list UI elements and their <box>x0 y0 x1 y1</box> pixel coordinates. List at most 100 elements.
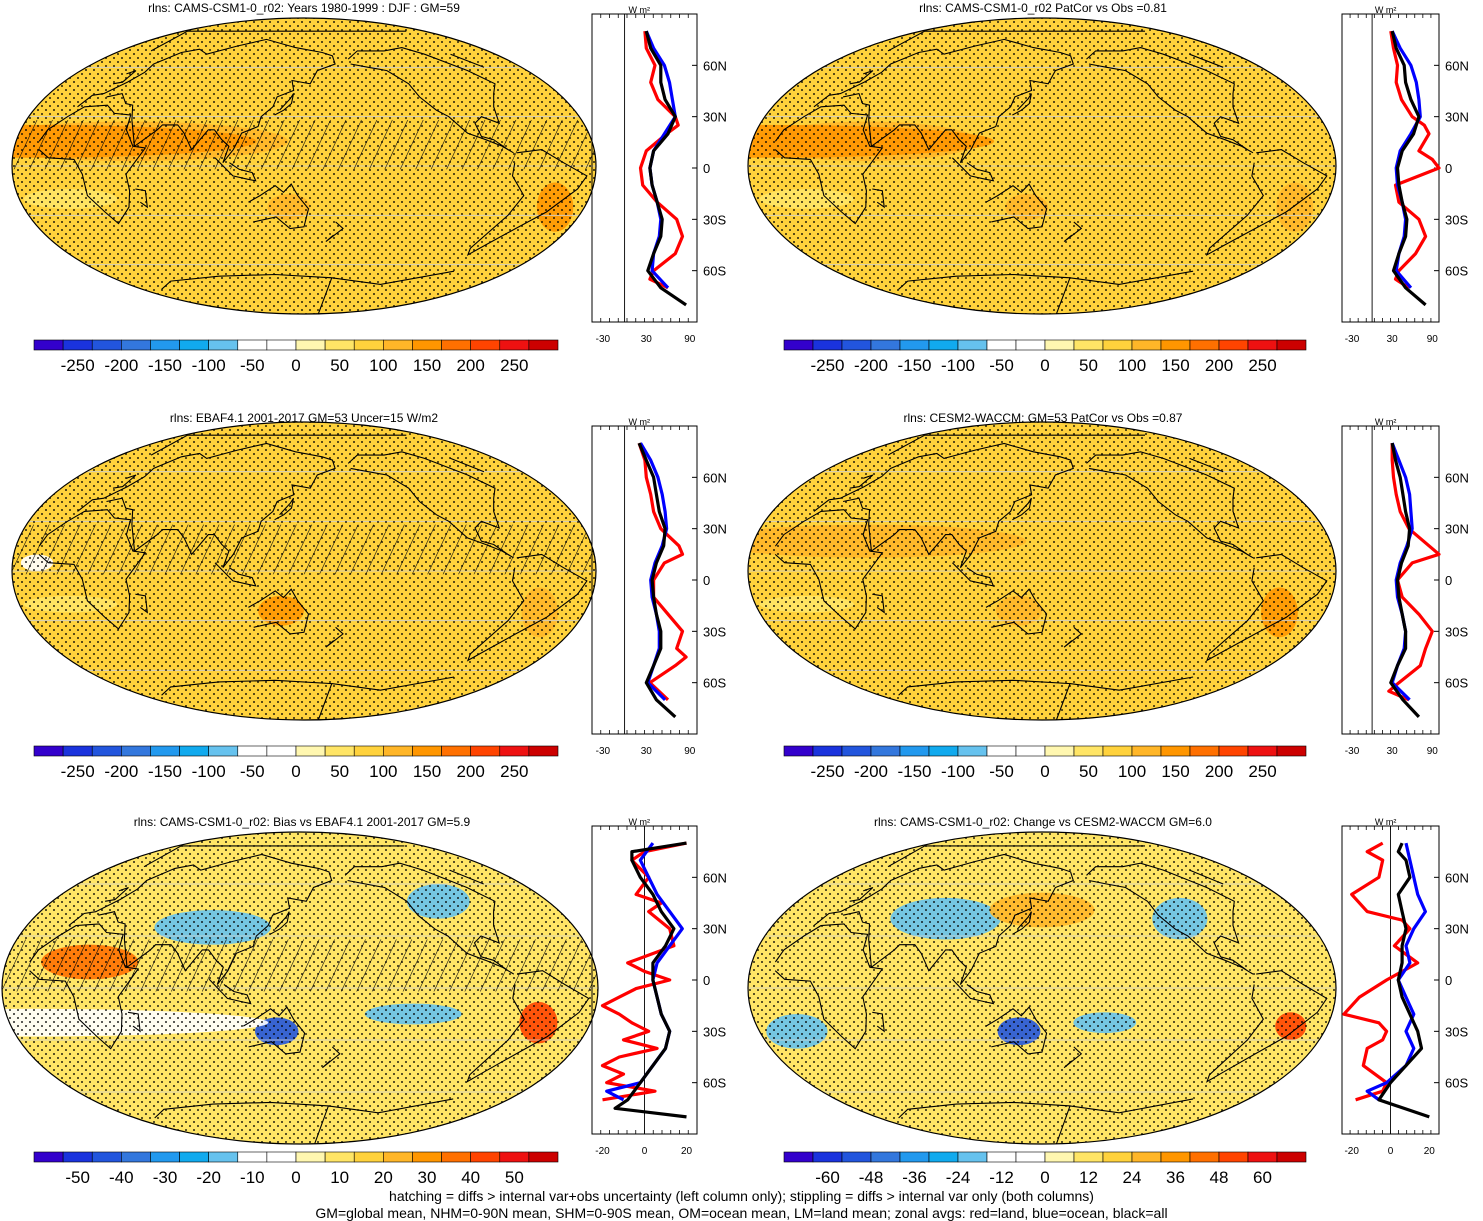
colorbar-swatch <box>237 1151 268 1163</box>
colorbar-swatch <box>1160 1151 1191 1163</box>
colorbar-swatch <box>441 1151 471 1163</box>
profile-xtick-label: -30 <box>596 334 611 345</box>
colorbar-swatch <box>957 1151 988 1163</box>
colorbar-swatch <box>208 745 239 757</box>
colorbar-swatch <box>1131 745 1162 757</box>
colorbar-swatch <box>1073 339 1104 351</box>
profile-ytick-label: 60S <box>703 676 726 691</box>
hatching <box>2 939 598 992</box>
colorbar-swatch <box>1247 745 1278 757</box>
profile-ytick-label: 60S <box>703 1076 726 1091</box>
colorbar-swatch <box>928 339 959 351</box>
colorbar-swatch <box>470 339 501 351</box>
profile-xtick-label: 30 <box>1387 334 1399 345</box>
colorbar-swatch <box>266 1151 297 1163</box>
colorbar-tick-label: 150 <box>413 356 441 375</box>
colorbar-swatch <box>899 339 930 351</box>
colorbar-swatch <box>179 745 209 757</box>
profile-ytick-label: 0 <box>1445 973 1452 988</box>
colorbar-swatch <box>383 745 413 757</box>
colorbar-tick-label: -200 <box>104 762 138 781</box>
colorbar-swatch <box>957 745 988 757</box>
colorbar-tick-label: 0 <box>1040 1168 1049 1187</box>
profile-series-land <box>600 841 687 1102</box>
profile-series-all <box>644 30 687 307</box>
zonal-profile: W m² 60N 30N 0 30S 60S -20 0 20 <box>591 817 727 1157</box>
colorbar-tick-label: -100 <box>192 356 226 375</box>
colorbar-tick-label: 48 <box>1210 1168 1229 1187</box>
colorbar-swatch <box>1015 745 1046 757</box>
profile-unit-label: W m² <box>1375 5 1397 15</box>
profile-series-land <box>1342 841 1420 1102</box>
profile-ytick-label: 0 <box>1445 161 1452 176</box>
profile-ytick-label: 30N <box>703 110 727 125</box>
profile-ytick-label: 60S <box>1445 1076 1468 1091</box>
colorbar-tick-label: -60 <box>815 1168 840 1187</box>
colorbar-swatch <box>441 339 471 351</box>
profile-series-all <box>1377 842 1430 1119</box>
colorbar-swatch <box>62 1151 93 1163</box>
map-title: rlns: CAMS-CSM1-0_r02: Bias vs EBAF4.1 2… <box>134 815 471 829</box>
map-title: rlns: CAMS-CSM1-0_r02: Change vs CESM2-W… <box>874 815 1212 829</box>
colorbar-tick-label: 24 <box>1123 1168 1142 1187</box>
colorbar-swatch <box>528 745 559 757</box>
profile-xtick-label: -20 <box>1344 1146 1359 1157</box>
profile-ytick-label: 0 <box>1445 573 1452 588</box>
colorbar-swatch <box>33 745 64 757</box>
profile-ytick-label: 60N <box>1445 58 1469 73</box>
colorbar-tick-label: -200 <box>104 356 138 375</box>
colorbar-swatch <box>91 745 122 757</box>
colorbar-tick-label: 200 <box>456 762 484 781</box>
colorbar-tick-label: 10 <box>330 1168 349 1187</box>
colorbar-swatch <box>957 339 988 351</box>
colorbar-tick-label: 100 <box>369 762 397 781</box>
map-area <box>748 18 1336 314</box>
colorbar-swatch <box>1131 339 1162 351</box>
colorbar-swatch <box>1189 1151 1220 1163</box>
colorbar-swatch <box>353 339 384 351</box>
profile-ytick-label: 60N <box>703 470 727 485</box>
colorbar-tick-label: -250 <box>61 762 95 781</box>
colorbar-swatch <box>499 1151 530 1163</box>
colorbar-tick-label: 150 <box>413 762 441 781</box>
profile-xtick-label: 30 <box>641 334 653 345</box>
colorbar-tick-label: 36 <box>1166 1168 1185 1187</box>
profile-xtick-label: 30 <box>641 746 653 757</box>
colorbar-swatch <box>33 1151 64 1163</box>
colorbar-tick-label: 250 <box>500 356 528 375</box>
map-area <box>2 832 598 1144</box>
profile-series-all <box>613 841 687 1119</box>
colorbar-tick-label: -100 <box>941 762 975 781</box>
colorbar-swatch <box>1247 1151 1278 1163</box>
hatching <box>12 524 596 575</box>
colorbar-tick-label: 100 <box>1118 762 1146 781</box>
map-border <box>11 421 597 721</box>
colorbar-swatch <box>1015 339 1046 351</box>
colorbar-tick-label: -36 <box>902 1168 927 1187</box>
colorbar: -250 -200 -150 -100 -50 0 50 100 150 200 250 <box>33 745 559 781</box>
colorbar-tick-label: -20 <box>196 1168 221 1187</box>
colorbar-swatch <box>528 1151 559 1163</box>
colorbar-tick-label: 50 <box>1079 762 1098 781</box>
profile-ytick-label: 30S <box>703 1024 726 1039</box>
colorbar-swatch <box>986 339 1017 351</box>
colorbar-swatch <box>353 1151 384 1163</box>
colorbar-tick-label: 12 <box>1079 1168 1098 1187</box>
colorbar-swatch <box>1276 1151 1307 1163</box>
colorbar: -250 -200 -150 -100 -50 0 50 100 150 200 250 <box>783 339 1307 375</box>
profile-xtick-label: 90 <box>1427 746 1439 757</box>
colorbar-swatch <box>1160 339 1191 351</box>
colorbar-swatch <box>150 1151 180 1163</box>
profile-xtick-label: 0 <box>642 1146 648 1157</box>
colorbar-swatch <box>179 339 209 351</box>
map-area <box>12 422 596 720</box>
colorbar-swatch <box>62 339 93 351</box>
colorbar-swatch <box>91 339 122 351</box>
map-area <box>748 422 1336 720</box>
profile-unit-label: W m² <box>1375 417 1397 427</box>
colorbar-tick-label: -50 <box>240 356 265 375</box>
profile-frame <box>1341 13 1440 323</box>
colorbar-tick-label: -150 <box>148 356 182 375</box>
colorbar-swatch <box>1189 745 1220 757</box>
colorbar-swatch <box>812 339 843 351</box>
